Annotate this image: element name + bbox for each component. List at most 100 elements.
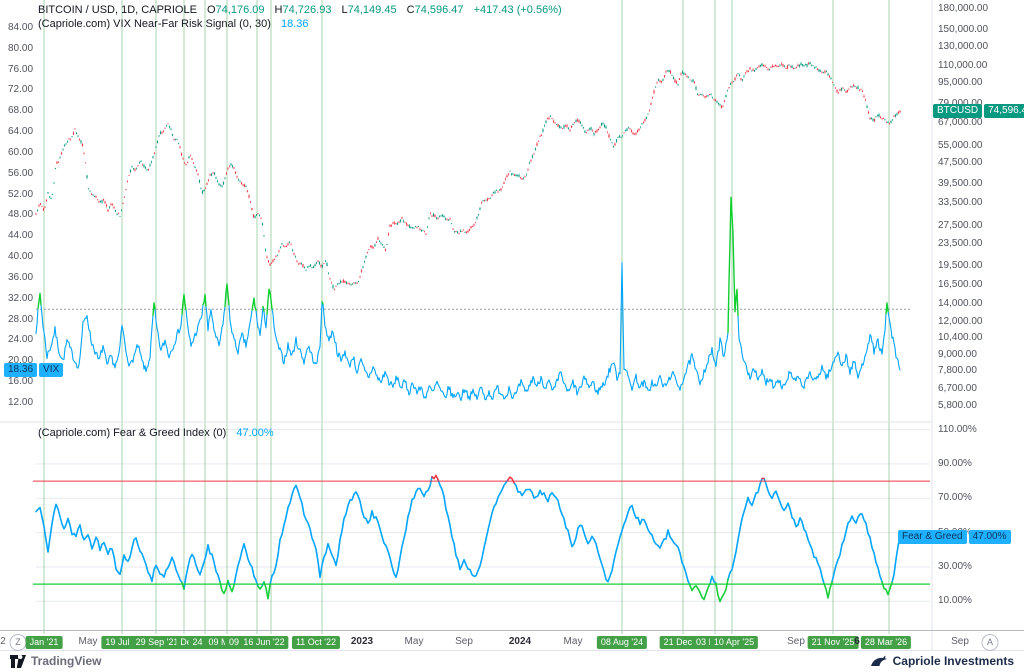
bottom-toolbar: TradingView Capriole Investments (0, 651, 1024, 672)
axis-label: 10,400.00 (938, 332, 983, 344)
axis-label: 9,000.00 (938, 348, 977, 360)
vix-name-chip: VIX (39, 363, 64, 377)
tradingview-label: TradingView (31, 654, 102, 668)
vix-last-value-badge: 18.36 VIX (4, 363, 64, 377)
axis-label: 150,000.00 (938, 23, 989, 35)
ohlc-close-value: 74,596.47 (414, 4, 464, 16)
axis-label: 39,500.00 (938, 178, 983, 190)
axis-label: 47,500.00 (938, 156, 983, 168)
axis-label: 16,500.00 (938, 278, 983, 290)
ohlc-open-value: 74,176.09 (215, 4, 265, 16)
axis-label: 12.00 (8, 396, 34, 408)
time-axis-label: 2 (0, 636, 6, 647)
vix-value-chip: 18.36 (4, 363, 38, 377)
chart-legend-vix: (Capriole.com) VIX Near-Far Risk Signal … (38, 18, 309, 30)
time-event-badge[interactable]: 16 Jun '22 (239, 636, 289, 649)
time-axis-label: Sep (951, 636, 969, 647)
btc-price-chip: 74,596.47 (984, 104, 1024, 118)
time-axis-label: May (78, 636, 98, 647)
tradingview-link[interactable]: TradingView (10, 654, 101, 668)
time-axis-label: May (563, 636, 583, 647)
axis-label: 70.00% (938, 492, 972, 504)
axis-label: 6,700.00 (938, 383, 977, 395)
time-axis-label: 6 (854, 636, 860, 647)
btc-symbol-chip: BTCUSD (933, 104, 983, 118)
ohlc-high-label: H (274, 4, 283, 16)
axis-label: 52.00 (8, 188, 34, 200)
axis-label: 30.00% (938, 560, 972, 572)
time-axis-button[interactable]: A (981, 634, 999, 651)
ohlc-low-value: 74,149.45 (347, 4, 397, 16)
vix-indicator-title: (Capriole.com) VIX Near-Far Risk Signal … (38, 18, 271, 30)
ohlc-low-label: L (341, 4, 348, 16)
axis-label: 56.00 (8, 167, 34, 179)
time-event-badge[interactable]: 11 Oct '22 (291, 636, 341, 649)
capriole-label: Capriole Investments (892, 654, 1014, 668)
axis-label: 23,500.00 (938, 238, 983, 250)
axis-label: 7,800.00 (938, 365, 977, 377)
axis-label: 79,000.00 (938, 98, 983, 110)
time-event-badge[interactable]: Jan '21 (25, 636, 63, 649)
ohlc-close-label: C (406, 4, 415, 16)
ohlc-high-value: 74,726.93 (282, 4, 332, 16)
time-event-badge[interactable]: 29 Sep '21 (131, 636, 183, 649)
fg-name-chip: Fear & Greed (898, 530, 967, 544)
axis-label: 60.00 (8, 146, 34, 158)
tradingview-logo-icon (10, 654, 26, 668)
time-axis-button[interactable]: Z (9, 634, 27, 651)
axis-label: 64.00 (8, 126, 34, 138)
axis-label: 90.00% (938, 457, 972, 469)
axis-label: 40.00 (8, 251, 34, 263)
time-event-badge[interactable]: 28 Mar '26 (860, 636, 912, 649)
time-event-badge[interactable]: 21 Dec ' (659, 636, 701, 649)
chart-legend-fg: (Capriole.com) Fear & Greed Index (0) 47… (38, 427, 274, 439)
time-axis-label: 2023 (350, 636, 374, 647)
axis-label: 130,000.00 (938, 40, 989, 52)
axis-label: 24.00 (8, 334, 34, 346)
time-axis-label: 2024 (508, 636, 532, 647)
price-change: +417.43 (+0.56%) (473, 4, 562, 16)
axis-label: 48.00 (8, 209, 34, 221)
axis-label: 14,000.00 (938, 297, 983, 309)
axis-label: 110,000.00 (938, 59, 988, 71)
axis-label: 28.00 (8, 313, 34, 325)
fg-indicator-title: (Capriole.com) Fear & Greed Index (0) (38, 427, 227, 439)
symbol-title: BITCOIN / USD, 1D, CAPRIOLE (38, 4, 197, 16)
btc-last-price-badge: BTCUSD 74,596.47 (933, 104, 1024, 118)
fg-last-value-badge: Fear & Greed 47.00% (898, 530, 1011, 544)
axis-label: 27,500.00 (938, 219, 983, 231)
time-event-badge[interactable]: 10 Apr '25 (709, 636, 759, 649)
axis-label: 19,500.00 (938, 259, 983, 271)
axis-label: 68.00 (8, 105, 34, 117)
axis-label: 5,800.00 (938, 399, 977, 411)
axis-label: 95,000.00 (938, 76, 983, 88)
time-axis-label: Sep (787, 636, 805, 647)
axis-label: 80.00 (8, 42, 34, 54)
axis-label: 67,000.00 (938, 117, 983, 129)
capriole-link[interactable]: Capriole Investments (870, 654, 1014, 668)
axis-label: 55,000.00 (938, 139, 983, 151)
axis-label: 110.00% (938, 423, 977, 435)
axis-label: 32.00 (8, 292, 34, 304)
fg-indicator-value: 47.00% (236, 427, 274, 439)
axis-label: 36.00 (8, 271, 34, 283)
time-event-badge[interactable]: 08 Aug '24 (596, 636, 648, 649)
axis-label: 72.00 (8, 84, 34, 96)
vix-indicator-value: 18.36 (280, 18, 309, 30)
chart-legend-main: BITCOIN / USD, 1D, CAPRIOLE O74,176.09 H… (38, 4, 562, 16)
ohlc-open-label: O (206, 4, 216, 16)
axis-label: 44.00 (8, 230, 34, 242)
axis-label: 20.00 (8, 355, 34, 367)
axis-label: 12,000.00 (938, 315, 983, 327)
axis-label: 180,000.00 (938, 2, 989, 14)
whale-icon (870, 655, 887, 666)
axis-label: 16.00 (8, 376, 34, 388)
time-axis-label: Sep (455, 636, 473, 647)
time-event-badge[interactable]: 21 Nov '25 (807, 636, 859, 649)
axis-label: 33,500.00 (938, 197, 983, 209)
axis-label: 76.00 (8, 63, 34, 75)
axis-label: 10.00% (938, 595, 972, 607)
axis-label: 84.00 (8, 22, 34, 33)
